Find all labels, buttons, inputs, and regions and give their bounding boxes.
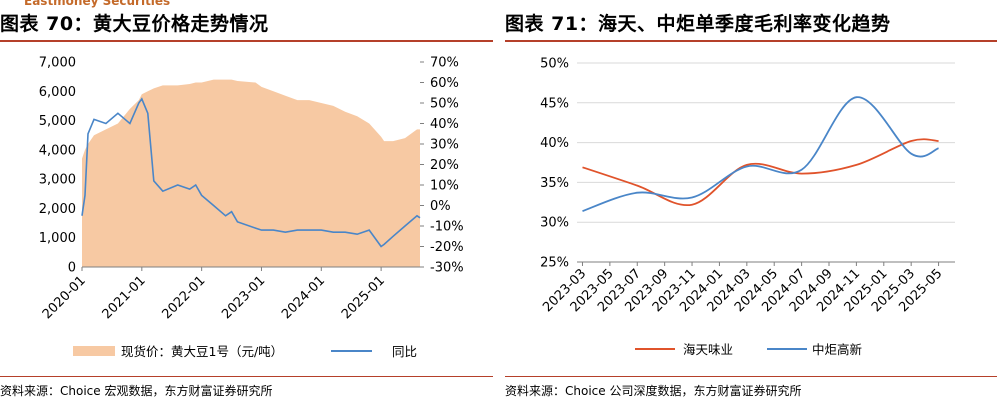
right-y-tick-label: 40%	[540, 136, 569, 151]
legend-haitian-label: 海天味业	[683, 342, 733, 357]
left-source-note: 资料来源：Choice 宏观数据，东方财富证券研究所	[0, 384, 273, 398]
zhongju-line-series	[582, 96, 939, 212]
left-bottom-rule	[0, 376, 493, 377]
legend-area-label: 现货价：黄大豆1号（元/吨）	[121, 344, 283, 359]
right-y-tick-label: 30%	[540, 216, 569, 231]
left-y-tick-label: 3,000	[39, 173, 76, 188]
yoy-line-series	[81, 97, 421, 248]
left-y2-tick-label: 30%	[430, 138, 459, 153]
legend-area-swatch	[73, 346, 115, 356]
left-y-tick-label: 4,000	[39, 143, 76, 158]
left-y-tick-label: 5,000	[39, 114, 76, 129]
right-figure-panel: 图表 71：海天、中炬单季度毛利率变化趋势 25% 30% 35% 40% 45% 50%…	[505, 0, 997, 403]
left-y2-tick-label: 20%	[430, 158, 459, 173]
left-y-tick-label: 1,000	[39, 231, 76, 246]
left-x-tick-label: 2021-01	[100, 273, 149, 322]
right-y-tick-label: 35%	[540, 176, 569, 191]
price-area-series	[82, 79, 420, 267]
left-y-tick-label: 7,000	[39, 56, 76, 71]
left-y-tick-label: 0	[68, 261, 76, 276]
right-title-rule	[505, 40, 997, 42]
right-bottom-rule	[505, 376, 997, 377]
right-y-tick-label: 25%	[540, 256, 569, 271]
right-y-tick-label: 50%	[540, 57, 569, 72]
left-x-tick-label: 2022-01	[159, 273, 208, 322]
left-y2-tick-label: 10%	[430, 179, 459, 194]
left-y2-tick-label: 70%	[430, 56, 459, 71]
left-y-tick-label: 2,000	[39, 202, 76, 217]
right-y-tick-label: 45%	[540, 96, 569, 111]
left-x-tick-label: 2020-01	[40, 273, 89, 322]
legend-zhongju-label: 中炬高新	[812, 342, 862, 357]
left-figure-title: 图表 70：黄大豆价格走势情况	[0, 13, 269, 35]
left-y2-tick-label: -30%	[430, 261, 464, 276]
left-y2-tick-label: 40%	[430, 117, 459, 132]
left-y2-tick-label: 60%	[430, 76, 459, 91]
left-y2-tick-label: 50%	[430, 97, 459, 112]
right-source-note: 资料来源：Choice 公司深度数据，东方财富证券研究所	[505, 384, 802, 398]
left-y2-tick-label: -20%	[430, 240, 464, 255]
left-chart: 0 1,000 2,000 3,000 4,000 5,000 6,000 7,000 -30…	[39, 56, 464, 360]
right-figure-title: 图表 71：海天、中炬单季度毛利率变化趋势	[505, 13, 891, 35]
right-chart: 25%30%35%40%45%50% 2023-032023-052023-07…	[540, 57, 955, 357]
left-figure-panel: Eastmoney Securities 图表 70：黄大豆价格走势情况 0 1,…	[0, 0, 493, 403]
brand-watermark: Eastmoney Securities	[24, 0, 171, 8]
left-x-tick-label: 2024-01	[279, 273, 328, 322]
left-title-rule	[0, 40, 493, 42]
legend-line-label: 同比	[392, 344, 417, 359]
haitian-line-series	[582, 138, 939, 207]
left-x-tick-label: 2023-01	[219, 273, 268, 322]
left-x-tick-label: 2025-01	[339, 273, 388, 322]
left-y-tick-label: 6,000	[39, 85, 76, 100]
left-y2-tick-label: 0%	[430, 199, 451, 214]
left-y2-tick-label: -10%	[430, 220, 464, 235]
